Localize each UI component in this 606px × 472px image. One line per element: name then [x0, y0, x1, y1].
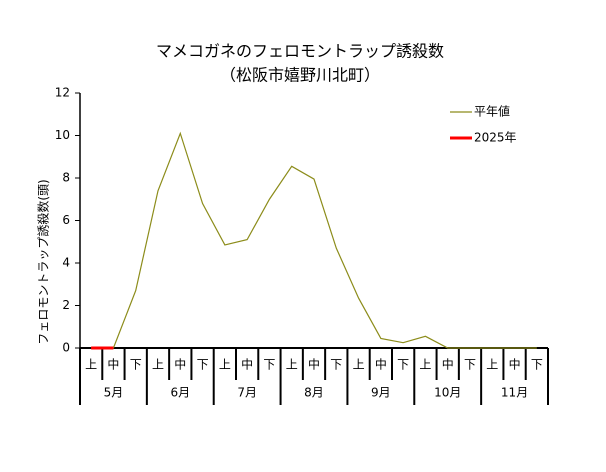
legend-label: 平年値: [474, 104, 510, 119]
x-tick-label: 上: [353, 358, 365, 372]
x-tick-label: 上: [85, 358, 97, 372]
y-tick-label: 0: [62, 341, 70, 355]
month-label: 7月: [237, 386, 257, 400]
y-tick-label: 10: [55, 128, 70, 142]
x-tick-label: 下: [130, 358, 142, 372]
month-label: 8月: [304, 386, 324, 400]
chart-title: マメコガネのフェロモントラップ誘殺数: [156, 42, 444, 61]
x-tick-label: 下: [197, 358, 209, 372]
x-tick-label: 上: [419, 358, 431, 372]
legend-label: 2025年: [474, 131, 517, 145]
month-label: 11月: [501, 386, 528, 400]
x-tick-label: 中: [509, 357, 521, 372]
month-label: 9月: [371, 386, 391, 400]
y-tick-label: 12: [55, 86, 70, 100]
x-tick-label: 上: [152, 358, 164, 372]
x-tick-label: 下: [464, 358, 476, 372]
x-tick-label: 下: [263, 358, 275, 372]
month-label: 6月: [170, 386, 190, 400]
y-tick-label: 2: [62, 298, 70, 312]
x-tick-label: 上: [219, 358, 231, 372]
x-tick-label: 中: [107, 357, 119, 372]
x-tick-label: 中: [241, 357, 253, 372]
x-tick-label: 下: [397, 358, 409, 372]
x-tick-label: 下: [330, 358, 342, 372]
x-tick-label: 上: [286, 358, 298, 372]
month-label: 10月: [434, 386, 461, 400]
series-line: [91, 131, 537, 349]
x-tick-label: 中: [308, 357, 320, 372]
x-tick-label: 中: [174, 357, 186, 372]
y-axis-label: フェロモントラップ誘殺数(頭): [36, 179, 51, 344]
x-tick-label: 中: [442, 357, 454, 372]
chart-subtitle: （松阪市嬉野川北町）: [220, 66, 380, 85]
y-tick-label: 8: [62, 171, 70, 185]
y-tick-label: 4: [62, 256, 70, 270]
y-tick-label: 6: [62, 213, 70, 227]
month-label: 5月: [104, 386, 124, 400]
x-tick-label: 下: [531, 358, 543, 372]
x-tick-label: 上: [486, 358, 498, 372]
x-tick-label: 中: [375, 357, 387, 372]
